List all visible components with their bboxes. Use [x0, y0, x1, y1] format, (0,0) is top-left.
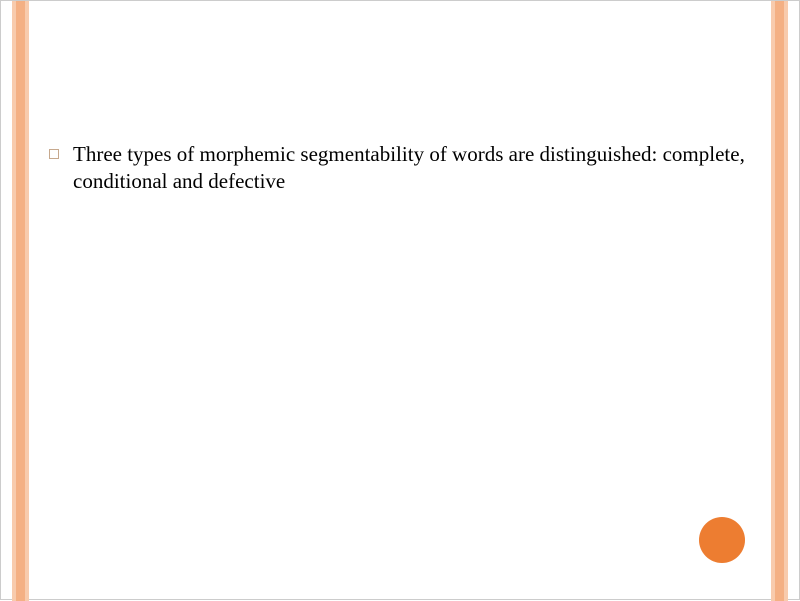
- slide-frame: Three types of morphemic segmentability …: [0, 0, 800, 600]
- right-decorative-stripe-inner: [775, 1, 784, 601]
- bullet-list-item: Three types of morphemic segmentability …: [49, 141, 751, 196]
- bullet-text: Three types of morphemic segmentability …: [73, 141, 751, 196]
- decorative-circle-icon: [699, 517, 745, 563]
- bullet-square-icon: [49, 149, 59, 159]
- left-decorative-stripe-inner: [16, 1, 25, 601]
- slide-content-area: Three types of morphemic segmentability …: [49, 141, 751, 196]
